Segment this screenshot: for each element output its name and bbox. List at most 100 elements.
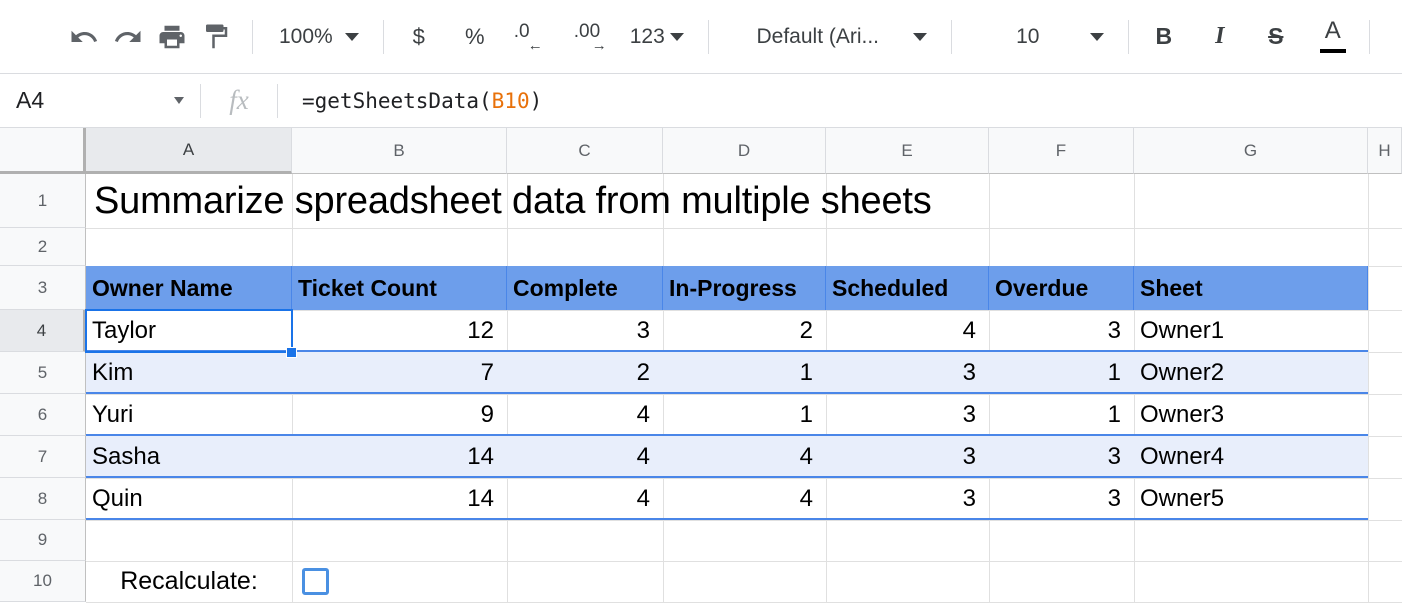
data-cell-8-D[interactable]: 4 [663,478,826,520]
more-formats-dropdown[interactable]: 123 [624,15,694,59]
gridline-horizontal [86,478,1402,479]
column-header-B[interactable]: B [292,128,507,174]
row-header-8[interactable]: 8 [0,478,86,520]
function-icon[interactable]: fx [201,74,277,128]
row-header-5[interactable]: 5 [0,352,86,394]
data-cell-8-E[interactable]: 3 [826,478,989,520]
column-header-G[interactable]: G [1134,128,1368,174]
header-cell-scheduled[interactable]: Scheduled [826,266,989,310]
data-cell-7-B[interactable]: 14 [292,436,507,478]
header-cell-sheet[interactable]: Sheet [1134,266,1368,310]
data-cell-r5-c6-text: 1 [1107,359,1121,386]
undo-button[interactable] [62,15,106,59]
data-cell-4-G[interactable]: Owner1 [1134,310,1368,352]
row-header-7[interactable]: 7 [0,436,86,478]
column-header-D[interactable]: D [663,128,826,174]
header-cell-in-progress[interactable]: In-Progress [663,266,826,310]
row-header-1[interactable]: 1 [0,174,86,228]
data-cell-4-F[interactable]: 3 [989,310,1134,352]
data-cell-7-C[interactable]: 4 [507,436,663,478]
row-header-6[interactable]: 6 [0,394,86,436]
header-cell-complete-text: Complete [513,274,618,301]
data-cell-r6-c5-text: 3 [962,401,976,428]
paint-roller-icon [201,22,231,52]
data-cell-8-B[interactable]: 14 [292,478,507,520]
bold-button[interactable]: B [1155,23,1173,49]
zoom-dropdown[interactable]: 100% [267,15,369,59]
data-cell-r6-c3-text: 4 [636,401,650,428]
strikethrough-button[interactable]: S [1268,23,1284,49]
data-cell-4-B[interactable]: 12 [292,310,507,352]
paint-format-button[interactable] [194,15,238,59]
column-header-F[interactable]: F [989,128,1134,174]
title-cell-a1[interactable]: Summarize spreadsheet data from multiple… [86,174,1402,228]
data-cell-6-D[interactable]: 1 [663,394,826,436]
name-box[interactable]: A4 [0,74,200,128]
data-cell-8-G[interactable]: Owner5 [1134,478,1368,520]
data-cell-r6-c6-text: 1 [1107,401,1121,428]
decrease-decimal-button[interactable]: .0 ← [510,15,556,59]
data-cell-r8-c2-text: 14 [467,485,494,512]
data-cell-6-B[interactable]: 9 [292,394,507,436]
header-cell-owner-name[interactable]: Owner Name [86,266,292,310]
column-header-C[interactable]: C [507,128,663,174]
data-cell-5-C[interactable]: 2 [507,352,663,394]
increase-decimal-button[interactable]: .00 → [570,15,624,59]
data-cell-5-F[interactable]: 1 [989,352,1134,394]
data-cell-7-E[interactable]: 3 [826,436,989,478]
row-header-2[interactable]: 2 [0,228,86,266]
data-cell-8-A[interactable]: Quin [86,478,292,520]
data-cell-r5-c5-text: 3 [962,359,976,386]
font-name-dropdown[interactable]: Default (Ari... [723,15,937,59]
data-cell-6-E[interactable]: 3 [826,394,989,436]
row-header-4[interactable]: 4 [0,310,86,352]
redo-button[interactable] [106,15,150,59]
data-cell-5-G[interactable]: Owner2 [1134,352,1368,394]
data-cell-r8-c1-text: Quin [92,485,143,512]
data-cell-6-C[interactable]: 4 [507,394,663,436]
data-cell-4-C[interactable]: 3 [507,310,663,352]
currency-format-button[interactable]: $ [412,23,425,49]
column-header-A[interactable]: A [86,128,292,174]
italic-button[interactable]: I [1215,23,1225,49]
row-header-9[interactable]: 9 [0,520,86,561]
row-header-3[interactable]: 3 [0,266,86,310]
text-color-button[interactable]: A [1311,15,1355,59]
percent-format-button[interactable]: % [464,23,485,49]
data-cell-4-A[interactable]: Taylor [86,310,292,352]
data-cell-8-C[interactable]: 4 [507,478,663,520]
data-cell-7-G[interactable]: Owner4 [1134,436,1368,478]
data-cell-8-F[interactable]: 3 [989,478,1134,520]
data-cell-5-D[interactable]: 1 [663,352,826,394]
undo-icon [69,22,99,52]
data-cell-5-A[interactable]: Kim [86,352,292,394]
select-all-corner[interactable] [0,128,86,174]
data-cell-6-G[interactable]: Owner3 [1134,394,1368,436]
header-cell-ticket-count[interactable]: Ticket Count [292,266,507,310]
recalculate-checkbox[interactable] [302,568,329,595]
formula-suffix: ) [529,88,543,113]
data-cell-4-D[interactable]: 2 [663,310,826,352]
column-header-H[interactable]: H [1368,128,1402,174]
data-cell-6-A[interactable]: Yuri [86,394,292,436]
column-header-label: B [393,140,405,160]
font-size-dropdown[interactable]: 10 [966,15,1114,59]
arrow-left-icon: ← [527,36,543,54]
data-cell-7-F[interactable]: 3 [989,436,1134,478]
header-cell-complete[interactable]: Complete [507,266,663,310]
data-cell-7-D[interactable]: 4 [663,436,826,478]
data-cell-7-A[interactable]: Sasha [86,436,292,478]
recalculate-checkbox-cell[interactable] [292,561,507,602]
data-cell-6-F[interactable]: 1 [989,394,1134,436]
fill-handle[interactable] [286,347,297,358]
recalculate-label-cell[interactable]: Recalculate: [86,561,292,602]
header-cell-overdue[interactable]: Overdue [989,266,1134,310]
formula-input[interactable]: =getSheetsData(B10) [278,74,1402,128]
data-cell-5-E[interactable]: 3 [826,352,989,394]
data-cell-5-B[interactable]: 7 [292,352,507,394]
text-color-label: A [1324,16,1341,44]
print-button[interactable] [150,15,194,59]
data-cell-4-E[interactable]: 4 [826,310,989,352]
column-header-E[interactable]: E [826,128,989,174]
row-header-10[interactable]: 10 [0,561,86,602]
